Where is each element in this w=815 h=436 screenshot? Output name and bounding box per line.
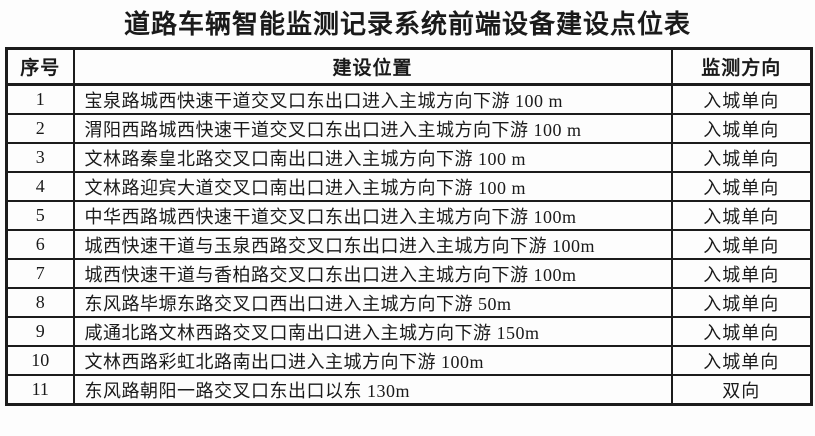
table-row: 8 东风路毕塬东路交叉口西出口进入主城方向下游 50m 入城单向: [5, 287, 813, 318]
direction-cell: 入城单向: [670, 316, 813, 347]
table-row: 6 城西快速干道与玉泉西路交叉口东出口进入主城方向下游 100m 入城单向: [5, 229, 813, 260]
direction-cell: 入城单向: [670, 171, 813, 202]
serial-cell: 6: [5, 229, 75, 260]
header-serial-number: 序号: [5, 47, 75, 86]
table-row: 3 文林路秦皇北路交叉口南出口进入主城方向下游 100 m 入城单向: [5, 142, 813, 173]
direction-cell: 入城单向: [670, 345, 813, 376]
direction-cell: 入城单向: [670, 287, 813, 318]
table-row: 9 咸通北路文林西路交叉口南出口进入主城方向下游 150m 入城单向: [5, 316, 813, 347]
location-cell: 文林路秦皇北路交叉口南出口进入主城方向下游 100 m: [72, 142, 673, 173]
location-cell: 城西快速干道与玉泉西路交叉口东出口进入主城方向下游 100m: [72, 229, 673, 260]
construction-points-table: 序号 建设位置 监测方向 1 宝泉路城西快速干道交叉口东出口进入主城方向下游 1…: [5, 47, 813, 406]
table-row: 4 文林路迎宾大道交叉口南出口进入主城方向下游 100 m 入城单向: [5, 171, 813, 202]
location-cell: 渭阳西路城西快速干道交叉口东出口进入主城方向下游 100 m: [72, 113, 673, 144]
direction-cell: 双向: [670, 374, 813, 406]
direction-cell: 入城单向: [670, 258, 813, 289]
table-row: 1 宝泉路城西快速干道交叉口东出口进入主城方向下游 100 m 入城单向: [5, 83, 813, 115]
serial-cell: 8: [5, 287, 75, 318]
serial-cell: 9: [5, 316, 75, 347]
serial-cell: 3: [5, 142, 75, 173]
location-cell: 东风路朝阳一路交叉口东出口以东 130m: [72, 374, 673, 406]
location-cell: 宝泉路城西快速干道交叉口东出口进入主城方向下游 100 m: [72, 83, 673, 115]
header-build-location: 建设位置: [72, 47, 673, 86]
direction-cell: 入城单向: [670, 229, 813, 260]
location-cell: 文林西路彩虹北路南出口进入主城方向下游 100m: [72, 345, 673, 376]
location-cell: 中华西路城西快速干道交叉口东出口进入主城方向下游 100m: [72, 200, 673, 231]
direction-cell: 入城单向: [670, 83, 813, 115]
location-cell: 文林路迎宾大道交叉口南出口进入主城方向下游 100 m: [72, 171, 673, 202]
header-row: 序号 建设位置 监测方向: [5, 47, 813, 86]
location-cell: 东风路毕塬东路交叉口西出口进入主城方向下游 50m: [72, 287, 673, 318]
direction-cell: 入城单向: [670, 200, 813, 231]
table-row: 7 城西快速干道与香柏路交叉口东出口进入主城方向下游 100m 入城单向: [5, 258, 813, 289]
direction-cell: 入城单向: [670, 142, 813, 173]
serial-cell: 4: [5, 171, 75, 202]
serial-cell: 7: [5, 258, 75, 289]
direction-cell: 入城单向: [670, 113, 813, 144]
serial-cell: 1: [5, 83, 75, 115]
page-title: 道路车辆智能监测记录系统前端设备建设点位表: [123, 10, 691, 39]
serial-cell: 10: [5, 345, 75, 376]
table-row: 10 文林西路彩虹北路南出口进入主城方向下游 100m 入城单向: [5, 345, 813, 376]
location-cell: 城西快速干道与香柏路交叉口东出口进入主城方向下游 100m: [72, 258, 673, 289]
table-row: 2 渭阳西路城西快速干道交叉口东出口进入主城方向下游 100 m 入城单向: [5, 113, 813, 144]
location-cell: 咸通北路文林西路交叉口南出口进入主城方向下游 150m: [72, 316, 673, 347]
table-row: 5 中华西路城西快速干道交叉口东出口进入主城方向下游 100m 入城单向: [5, 200, 813, 231]
serial-cell: 2: [5, 113, 75, 144]
table-row: 11 东风路朝阳一路交叉口东出口以东 130m 双向: [5, 374, 813, 406]
serial-cell: 5: [5, 200, 75, 231]
header-monitor-direction: 监测方向: [670, 47, 813, 86]
serial-cell: 11: [5, 374, 75, 406]
